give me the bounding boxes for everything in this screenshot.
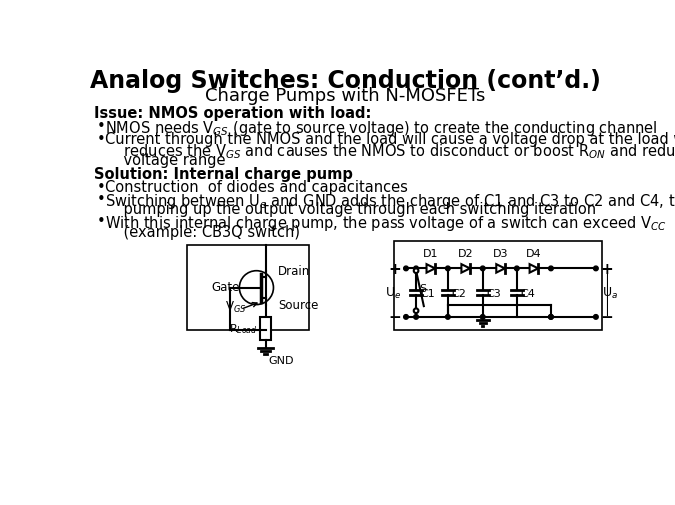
Text: Analog Switches: Conduction (cont’d.): Analog Switches: Conduction (cont’d.)	[90, 69, 601, 93]
Circle shape	[446, 315, 450, 320]
Text: C4: C4	[520, 288, 535, 298]
Text: Gate: Gate	[211, 280, 240, 293]
Text: D1: D1	[423, 248, 439, 258]
Circle shape	[446, 267, 450, 271]
Text: Solution: Internal charge pump: Solution: Internal charge pump	[94, 167, 352, 182]
Text: C1: C1	[420, 288, 435, 298]
Text: D3: D3	[493, 248, 508, 258]
Circle shape	[514, 267, 519, 271]
Text: −: −	[601, 310, 614, 325]
Text: •: •	[97, 131, 105, 146]
Text: R$_{Load}$: R$_{Load}$	[230, 322, 258, 336]
Text: Current through the NMOS and the load will cause a voltage drop at the load whic: Current through the NMOS and the load wi…	[105, 131, 675, 146]
Text: Issue: NMOS operation with load:: Issue: NMOS operation with load:	[94, 106, 371, 121]
Text: U$_a$: U$_a$	[602, 285, 618, 300]
Text: voltage range: voltage range	[105, 153, 225, 168]
Circle shape	[549, 315, 554, 320]
Circle shape	[481, 315, 485, 320]
Text: U$_e$: U$_e$	[385, 285, 402, 300]
Polygon shape	[427, 265, 435, 273]
Circle shape	[414, 267, 418, 271]
Text: reduces the V$_{GS}$ and causes the NMOS to disconduct or boost R$_{ON}$ and red: reduces the V$_{GS}$ and causes the NMOS…	[105, 142, 675, 161]
Text: Charge Pumps with N-MOSFETs: Charge Pumps with N-MOSFETs	[205, 87, 486, 105]
Text: •: •	[97, 191, 105, 206]
Circle shape	[549, 267, 554, 271]
Circle shape	[549, 315, 554, 320]
Polygon shape	[496, 265, 505, 273]
Text: V$_{GS}$: V$_{GS}$	[225, 299, 247, 314]
Text: +: +	[601, 262, 614, 276]
Text: −: −	[389, 310, 402, 325]
Text: Switching between U$_e$ and GND adds the charge of C1 and C3 to C2 and C4, thus: Switching between U$_e$ and GND adds the…	[105, 191, 675, 210]
Circle shape	[593, 267, 598, 271]
Bar	[261, 317, 271, 340]
Text: +: +	[389, 262, 402, 276]
Text: D4: D4	[526, 248, 541, 258]
Bar	[394, 242, 602, 330]
Bar	[188, 246, 309, 330]
Text: Drain: Drain	[278, 265, 310, 278]
Text: With this internal charge pump, the pass voltage of a switch can exceed V$_{CC}$: With this internal charge pump, the pass…	[105, 214, 666, 232]
Text: (example: CB3Q switch): (example: CB3Q switch)	[105, 224, 300, 239]
Circle shape	[593, 315, 598, 320]
Text: D2: D2	[458, 248, 473, 258]
Text: C2: C2	[452, 288, 466, 298]
Circle shape	[240, 271, 273, 305]
Circle shape	[404, 267, 408, 271]
Text: GND: GND	[269, 355, 294, 365]
Text: Source: Source	[278, 298, 319, 312]
Text: Construction  of diodes and capacitances: Construction of diodes and capacitances	[105, 180, 408, 195]
Polygon shape	[530, 265, 538, 273]
Circle shape	[414, 269, 418, 274]
Text: C3: C3	[487, 288, 502, 298]
Text: •: •	[97, 180, 105, 195]
Polygon shape	[462, 265, 470, 273]
Text: •: •	[97, 119, 105, 134]
Text: •: •	[97, 214, 105, 228]
Circle shape	[414, 315, 418, 320]
Circle shape	[404, 315, 408, 320]
Circle shape	[414, 309, 418, 314]
Text: pumping up the output voltage through each switching iteration: pumping up the output voltage through ea…	[105, 202, 595, 217]
Circle shape	[481, 267, 485, 271]
Text: S: S	[419, 283, 427, 293]
Text: NMOS needs V$_{GS}$ (gate to source voltage) to create the conducting channel: NMOS needs V$_{GS}$ (gate to source volt…	[105, 119, 657, 138]
